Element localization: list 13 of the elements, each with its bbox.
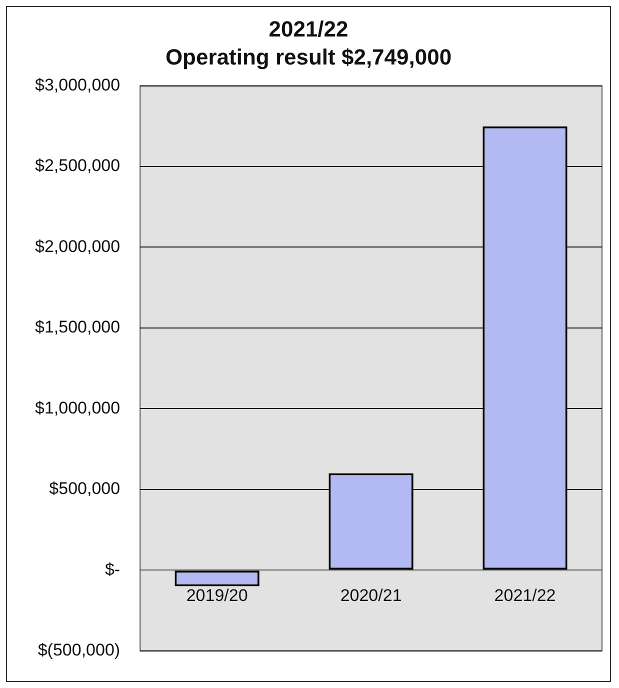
y-tick-label: $2,000,000 bbox=[34, 236, 120, 256]
chart-title: 2021/22 bbox=[268, 16, 348, 42]
chart-subtitle: Operating result $2,749,000 bbox=[165, 44, 452, 70]
y-tick-label: $3,000,000 bbox=[34, 75, 120, 94]
y-tick-label: $- bbox=[104, 560, 120, 579]
y-tick-label: $1,000,000 bbox=[34, 398, 120, 418]
y-tick-label: $500,000 bbox=[49, 479, 120, 498]
x-tick-label: 2021/22 bbox=[494, 586, 556, 605]
y-tick-label: $2,500,000 bbox=[34, 156, 120, 176]
x-tick-label: 2020/21 bbox=[340, 586, 402, 605]
y-tick-label: $(500,000) bbox=[38, 640, 120, 660]
x-tick-label: 2019/20 bbox=[186, 586, 248, 605]
y-tick-label: $1,500,000 bbox=[34, 318, 120, 337]
